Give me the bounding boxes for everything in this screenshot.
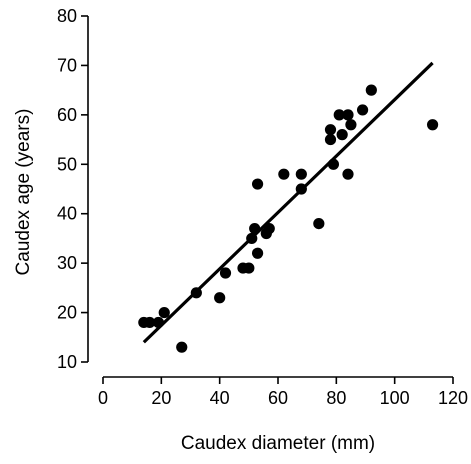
x-tick-label: 60 — [268, 388, 288, 408]
data-point — [342, 168, 354, 180]
data-point — [152, 316, 165, 329]
x-tick-label: 80 — [326, 388, 346, 408]
data-point — [190, 287, 202, 299]
data-point — [249, 222, 261, 235]
tick-layer: 10 20 30 40 50 60 70 80 0 20 40 60 80 100 120 — [57, 6, 468, 408]
x-tick-label: 100 — [380, 388, 410, 408]
data-point — [176, 341, 188, 353]
data-point — [219, 267, 232, 279]
y-tick-label: 20 — [57, 303, 77, 323]
data-point — [144, 316, 156, 329]
y-tick-label: 70 — [57, 55, 77, 75]
x-tick-label: 20 — [151, 388, 171, 408]
y-tick-label: 50 — [57, 154, 77, 174]
data-point — [243, 262, 255, 274]
data-point — [324, 124, 337, 136]
fit-line-layer — [142, 61, 434, 344]
data-point — [313, 218, 325, 230]
data-point — [295, 183, 307, 195]
data-point — [158, 306, 170, 319]
y-tick-label: 80 — [57, 6, 77, 26]
data-point — [214, 292, 226, 304]
data-point — [295, 168, 307, 180]
x-tick-label: 0 — [98, 388, 108, 408]
x-tick-label: 120 — [438, 388, 468, 408]
data-point — [356, 104, 369, 116]
data-point — [278, 168, 290, 180]
data-point — [246, 232, 258, 245]
x-axis-label: Caudex diameter (mm) — [181, 433, 375, 454]
y-tick-label: 60 — [57, 105, 77, 125]
y-tick-label: 40 — [57, 204, 77, 224]
data-point — [263, 222, 275, 235]
data-point — [345, 119, 357, 131]
data-point — [324, 133, 337, 146]
fit-line — [142, 61, 434, 344]
y-tick-label: 30 — [57, 253, 77, 273]
data-point — [251, 247, 264, 259]
data-point — [251, 178, 264, 190]
y-tick-label: 10 — [57, 352, 77, 372]
x-tick-label: 40 — [210, 388, 230, 408]
data-point — [426, 119, 439, 131]
points-layer — [138, 84, 439, 353]
y-axis-label: Caudex age (years) — [13, 109, 34, 276]
data-point — [342, 109, 354, 121]
data-point — [336, 129, 348, 141]
data-point — [333, 109, 345, 121]
data-point — [327, 158, 340, 170]
data-point — [365, 84, 377, 96]
